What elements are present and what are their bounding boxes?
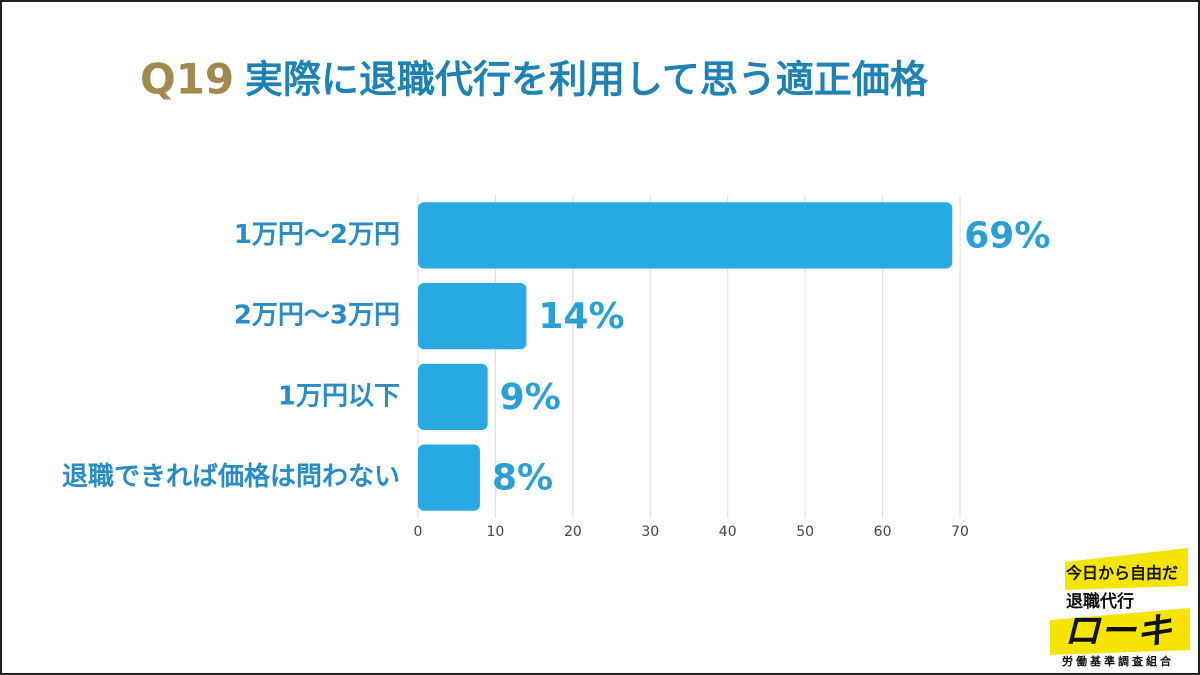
logo-stripe bbox=[1050, 608, 1190, 655]
x-tick-label: 0 bbox=[414, 524, 423, 540]
value-label: 69% bbox=[964, 215, 1050, 256]
value-label: 14% bbox=[538, 296, 624, 337]
x-tick-label: 40 bbox=[719, 524, 737, 540]
x-tick-label: 30 bbox=[641, 524, 659, 540]
x-tick-label: 70 bbox=[951, 524, 969, 540]
title-prefix: Q19 bbox=[140, 55, 234, 104]
y-tick-label: 退職できれば価格は問わない bbox=[62, 461, 400, 492]
y-tick-label: 1万円以下 bbox=[278, 381, 400, 411]
bar bbox=[418, 283, 527, 350]
value-label: 9% bbox=[500, 377, 561, 418]
x-tick-label: 10 bbox=[487, 524, 505, 540]
x-tick-label: 50 bbox=[796, 524, 814, 540]
logo-tagline: 今日から自由だ bbox=[1065, 564, 1178, 583]
chart-title: 実際に退職代行を利用して思う適正価格 bbox=[245, 58, 929, 102]
logo-service: 退職代行 bbox=[1066, 591, 1134, 612]
logo: 今日から自由だ 退職代行 ローキ 労働基準調査組合 bbox=[1050, 548, 1190, 668]
x-tick-label: 60 bbox=[874, 524, 892, 540]
bar bbox=[418, 363, 488, 430]
bar bbox=[418, 202, 953, 269]
logo-stripe bbox=[1065, 548, 1188, 590]
value-label: 8% bbox=[492, 458, 553, 499]
bar bbox=[418, 444, 480, 511]
y-tick-label: 2万円〜3万円 bbox=[234, 301, 400, 331]
x-tick-label: 20 bbox=[564, 524, 582, 540]
logo-brand: ローキ bbox=[1064, 611, 1172, 652]
logo-org: 労働基準調査組合 bbox=[1062, 654, 1174, 668]
y-tick-label: 1万円〜2万円 bbox=[234, 220, 400, 250]
